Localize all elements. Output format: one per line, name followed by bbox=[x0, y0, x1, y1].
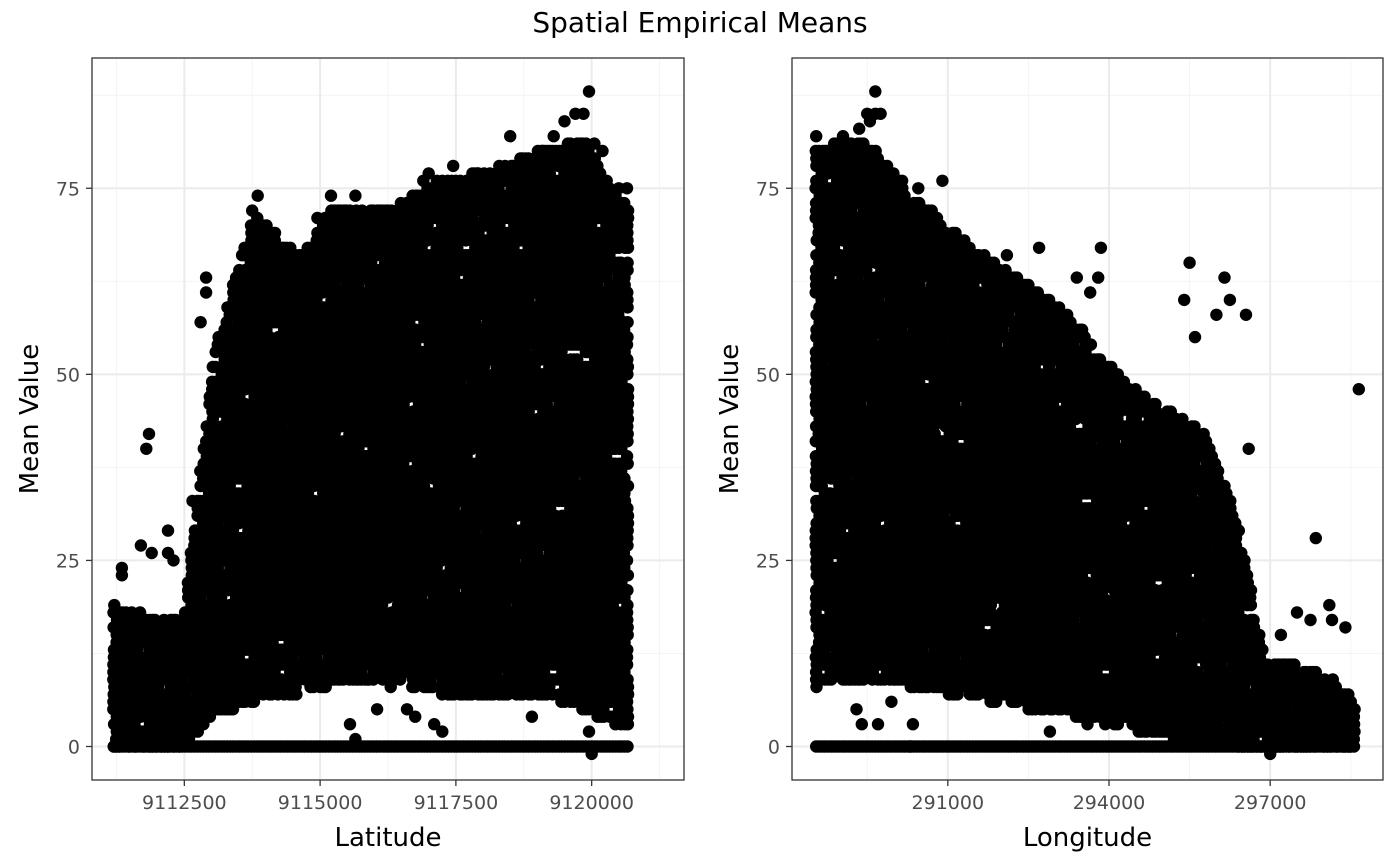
points-layer bbox=[107, 85, 635, 761]
latitude-panel: 9112500 9115000 9117500 91200000255075Latit… bbox=[15, 57, 685, 853]
data-point bbox=[621, 740, 634, 753]
figure-title: Spatial Empirical Means bbox=[532, 6, 867, 39]
data-point bbox=[268, 226, 282, 240]
